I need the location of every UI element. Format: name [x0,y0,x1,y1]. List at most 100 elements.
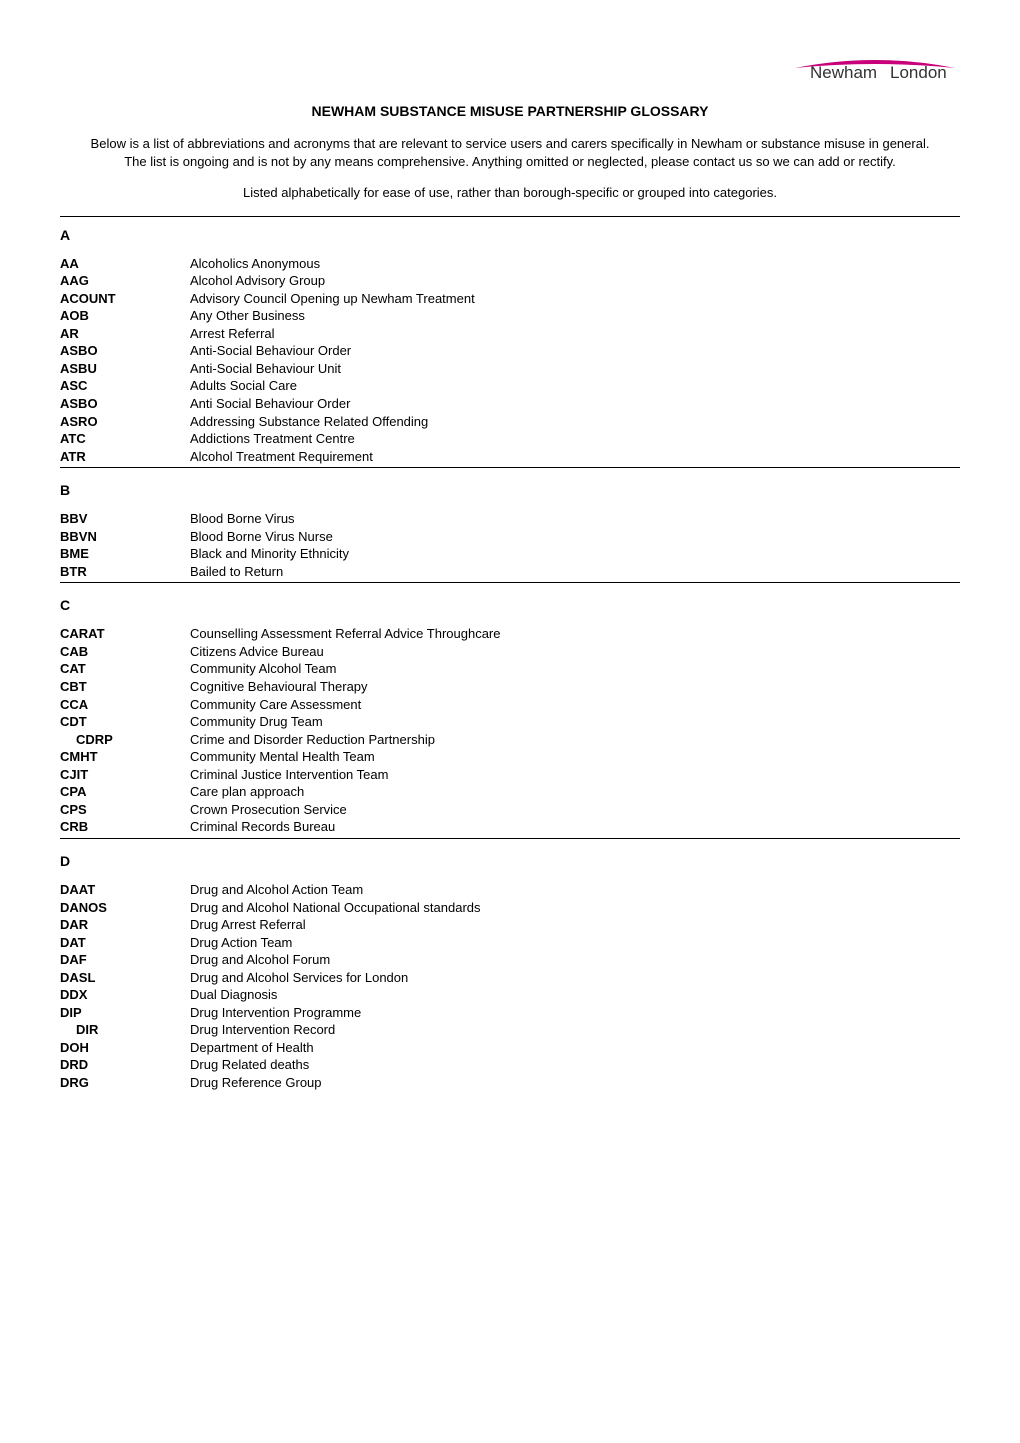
glossary-definition: Criminal Records Bureau [190,818,960,836]
glossary-definition: Crown Prosecution Service [190,801,960,819]
glossary-definition: Drug and Alcohol National Occupational s… [190,899,960,917]
glossary-definition: Cognitive Behavioural Therapy [190,678,960,696]
page-title: NEWHAM SUBSTANCE MISUSE PARTNERSHIP GLOS… [60,103,960,119]
glossary-row: ARArrest Referral [60,325,960,343]
glossary-abbr: DDX [60,986,190,1004]
glossary-row: CCACommunity Care Assessment [60,696,960,714]
glossary-abbr: CDRP [60,731,190,749]
glossary-row: DDXDual Diagnosis [60,986,960,1004]
glossary-abbr: BBVN [60,528,190,546]
glossary-row: ASROAddressing Substance Related Offendi… [60,413,960,431]
section-letter: B [60,482,960,498]
glossary-row: DAFDrug and Alcohol Forum [60,951,960,969]
glossary-row: BMEBlack and Minority Ethnicity [60,545,960,563]
glossary-abbr: AOB [60,307,190,325]
glossary-definition: Anti-Social Behaviour Unit [190,360,960,378]
glossary-abbr: DRD [60,1056,190,1074]
sections-container: A AAAlcoholics AnonymousAAGAlcohol Adviso… [60,216,960,1092]
section-spacer [60,871,960,881]
glossary-definition: Adults Social Care [190,377,960,395]
glossary-row: CMHTCommunity Mental Health Team [60,748,960,766]
glossary-definition: Community Drug Team [190,713,960,731]
section-block: A AAAlcoholics AnonymousAAGAlcohol Adviso… [60,216,960,469]
glossary-abbr: ASRO [60,413,190,431]
glossary-abbr: CARAT [60,625,190,643]
glossary-abbr: CMHT [60,748,190,766]
glossary-row: DRDDrug Related deaths [60,1056,960,1074]
glossary-row: DANOSDrug and Alcohol National Occupatio… [60,899,960,917]
glossary-abbr: CAB [60,643,190,661]
logo-text-left: Newham [810,63,877,82]
glossary-abbr: DAT [60,934,190,952]
glossary-definition: Crime and Disorder Reduction Partnership [190,731,960,749]
glossary-row: CARATCounselling Assessment Referral Adv… [60,625,960,643]
glossary-row: BTRBailed to Return [60,563,960,581]
glossary-definition: Anti Social Behaviour Order [190,395,960,413]
logo-container: Newham London [60,40,960,93]
glossary-row: CRBCriminal Records Bureau [60,818,960,836]
glossary-definition: Drug and Alcohol Action Team [190,881,960,899]
section-rule [60,582,960,583]
section-rule [60,838,960,839]
glossary-row: CATCommunity Alcohol Team [60,660,960,678]
glossary-abbr: ACOUNT [60,290,190,308]
section-rule [60,467,960,468]
glossary-row: AAGAlcohol Advisory Group [60,272,960,290]
glossary-abbr: DAR [60,916,190,934]
glossary-abbr: AR [60,325,190,343]
glossary-row: AAAlcoholics Anonymous [60,255,960,273]
section-letter: A [60,227,960,243]
glossary-row: DAATDrug and Alcohol Action Team [60,881,960,899]
glossary-row: CABCitizens Advice Bureau [60,643,960,661]
glossary-definition: Drug Arrest Referral [190,916,960,934]
glossary-definition: Drug Intervention Record [190,1021,960,1039]
glossary-row: DIPDrug Intervention Programme [60,1004,960,1022]
glossary-definition: Arrest Referral [190,325,960,343]
section-block: C CARATCounselling Assessment Referral Ad… [60,597,960,839]
intro-paragraph-2: Listed alphabetically for ease of use, r… [90,184,930,202]
glossary-definition: Community Care Assessment [190,696,960,714]
glossary-abbr: CPA [60,783,190,801]
glossary-definition: Dual Diagnosis [190,986,960,1004]
glossary-row: DRGDrug Reference Group [60,1074,960,1092]
glossary-row: ATCAddictions Treatment Centre [60,430,960,448]
glossary-row: DIRDrug Intervention Record [60,1021,960,1039]
glossary-abbr: DRG [60,1074,190,1092]
glossary-abbr: DAAT [60,881,190,899]
glossary-row: ASBOAnti Social Behaviour Order [60,395,960,413]
glossary-definition: Anti-Social Behaviour Order [190,342,960,360]
glossary-row: DATDrug Action Team [60,934,960,952]
glossary-row: CDTCommunity Drug Team [60,713,960,731]
glossary-definition: Blood Borne Virus Nurse [190,528,960,546]
glossary-definition: Criminal Justice Intervention Team [190,766,960,784]
glossary-definition: Blood Borne Virus [190,510,960,528]
section-letter: C [60,597,960,613]
glossary-definition: Drug Action Team [190,934,960,952]
glossary-row: CJITCriminal Justice Intervention Team [60,766,960,784]
glossary-abbr: CAT [60,660,190,678]
glossary-abbr: AA [60,255,190,273]
glossary-abbr: CCA [60,696,190,714]
section-block: B BBVBlood Borne VirusBBVNBlood Borne Vir… [60,482,960,583]
newham-london-logo: Newham London [790,40,960,90]
logo-text-right: London [890,63,947,82]
glossary-abbr: CRB [60,818,190,836]
glossary-abbr: CDT [60,713,190,731]
glossary-row: BBVBlood Borne Virus [60,510,960,528]
glossary-row: ASBOAnti-Social Behaviour Order [60,342,960,360]
glossary-abbr: DAF [60,951,190,969]
section-block: D DAATDrug and Alcohol Action TeamDANOSDr… [60,853,960,1092]
glossary-row: DOHDepartment of Health [60,1039,960,1057]
glossary-row: ASCAdults Social Care [60,377,960,395]
glossary-abbr: DASL [60,969,190,987]
glossary-definition: Addressing Substance Related Offending [190,413,960,431]
glossary-abbr: CJIT [60,766,190,784]
glossary-abbr: DIR [60,1021,190,1039]
glossary-abbr: ASC [60,377,190,395]
glossary-definition: Drug Reference Group [190,1074,960,1092]
glossary-row: DASLDrug and Alcohol Services for London [60,969,960,987]
section-spacer [60,245,960,255]
glossary-definition: Drug and Alcohol Forum [190,951,960,969]
section-spacer [60,500,960,510]
section-letter: D [60,853,960,869]
